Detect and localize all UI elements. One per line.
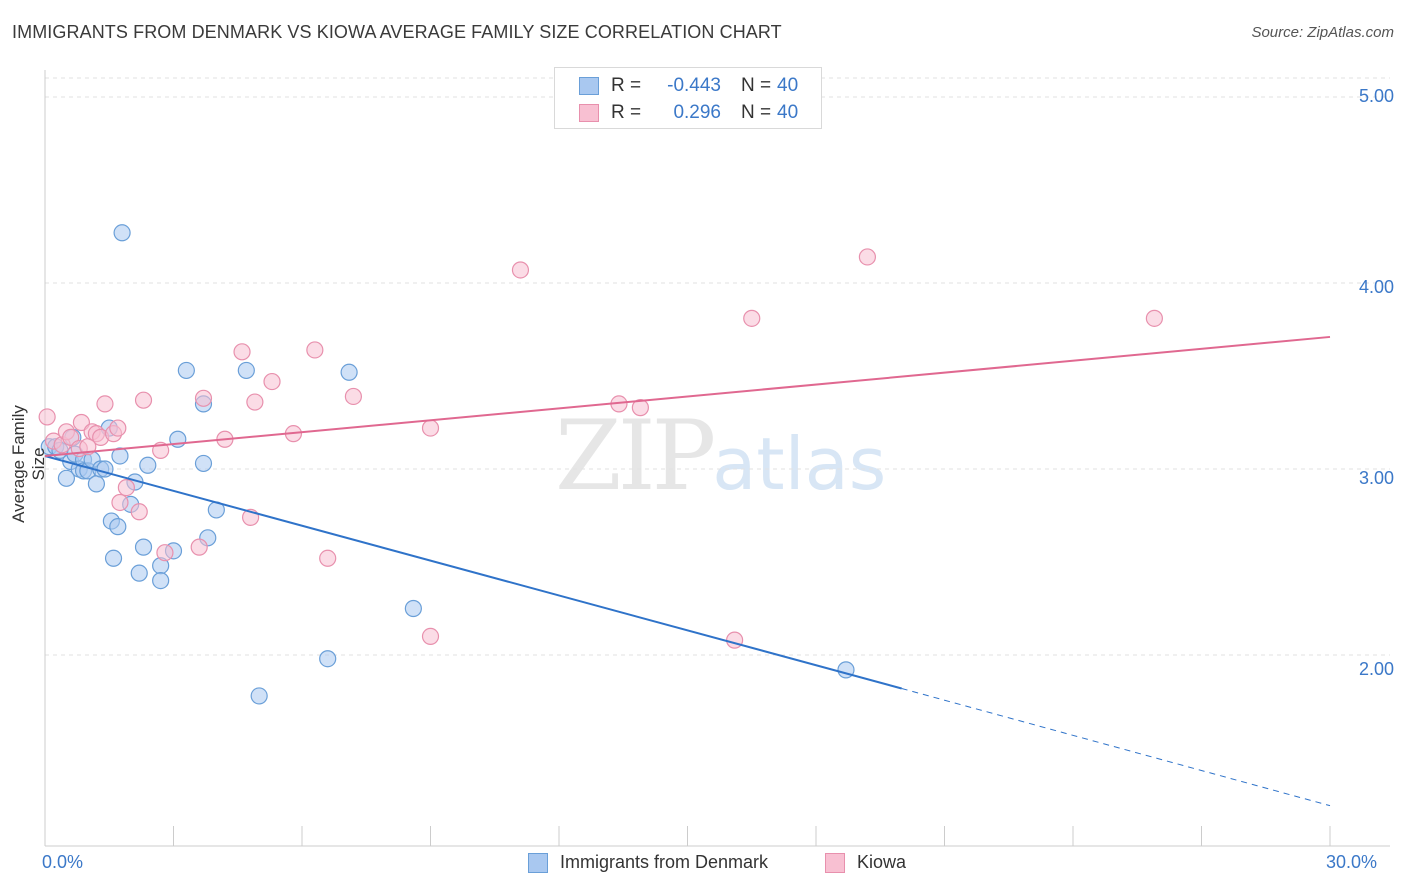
y-tick-label-4: 4.00	[1358, 277, 1394, 297]
point-denmark-24	[134, 538, 153, 556]
r-value: -0.443	[667, 75, 721, 96]
legend-stats: R = -0.443 N = 40 R = 0.296 N = 40	[554, 67, 822, 129]
x-tick-label-min: 0.0%	[42, 852, 84, 872]
y-tick-label-5: 5.00	[1358, 86, 1394, 106]
legend-swatch-denmark	[579, 77, 599, 95]
point-denmark-12	[87, 475, 106, 493]
point-kiowa-35	[631, 399, 649, 417]
point-kiowa-17	[134, 391, 153, 409]
point-denmark-37	[319, 650, 337, 668]
legend-series: Immigrants from Denmark Kiowa	[0, 852, 1406, 876]
point-kiowa-19	[156, 544, 174, 562]
trend-line-denmark	[44, 455, 902, 690]
trend-line-kiowa	[44, 335, 1331, 457]
point-denmark-19	[111, 447, 129, 465]
point-kiowa-15	[117, 479, 135, 497]
y-axis-title: Average Family Size	[9, 405, 48, 523]
watermark-zip: ZIP	[555, 400, 716, 512]
point-kiowa-13	[109, 419, 127, 437]
point-denmark-23	[130, 564, 148, 582]
watermark: ZIPatlas	[555, 400, 886, 512]
r-label: R =	[611, 102, 642, 123]
point-kiowa-37	[743, 309, 761, 327]
legend-stats-row-denmark: R = -0.443 N = 40	[579, 74, 798, 98]
point-kiowa-11	[96, 395, 114, 413]
point-denmark-35	[237, 361, 255, 380]
point-denmark-20	[113, 224, 131, 242]
legend-item-kiowa: Kiowa	[825, 852, 906, 873]
trend-line-extension-denmark	[901, 687, 1331, 807]
n-value: 40	[777, 102, 799, 123]
point-denmark-27	[152, 571, 170, 590]
point-kiowa-20	[190, 538, 208, 556]
point-kiowa-30	[344, 387, 362, 406]
point-kiowa-32	[421, 627, 440, 646]
legend-stats-row-kiowa: R = 0.296 N = 40	[579, 101, 798, 125]
n-label: N =	[741, 102, 772, 123]
point-kiowa-25	[246, 393, 264, 411]
point-denmark-30	[177, 361, 195, 380]
legend-swatch-kiowa	[825, 852, 845, 873]
n-value: 40	[777, 75, 799, 96]
legend-label-denmark: Immigrants from Denmark	[560, 852, 769, 872]
point-kiowa-31	[421, 419, 440, 437]
point-kiowa-39	[1145, 309, 1163, 327]
legend-swatch-denmark	[528, 852, 548, 873]
point-kiowa-14	[111, 493, 129, 512]
point-kiowa-33	[511, 261, 530, 279]
point-denmark-25	[139, 456, 157, 474]
point-kiowa-26	[263, 372, 281, 391]
watermark-atlas: atlas	[712, 422, 887, 506]
y-tick-label-3: 3.00	[1358, 468, 1394, 488]
point-denmark-39	[404, 599, 422, 618]
n-label: N =	[741, 75, 772, 96]
point-kiowa-36	[726, 631, 744, 649]
source-note: Source: ZipAtlas.com	[1251, 24, 1394, 41]
legend-swatch-kiowa	[579, 104, 599, 122]
point-denmark-18	[109, 518, 127, 536]
r-label: R =	[611, 75, 642, 96]
point-kiowa-38	[858, 248, 877, 266]
point-denmark-17	[104, 549, 123, 567]
point-kiowa-28	[306, 341, 324, 359]
point-kiowa-29	[319, 549, 337, 567]
legend-item-denmark: Immigrants from Denmark	[528, 852, 768, 873]
point-kiowa-21	[194, 389, 213, 407]
legend-label-kiowa: Kiowa	[857, 852, 907, 872]
chart-title: IMMIGRANTS FROM DENMARK VS KIOWA AVERAGE…	[12, 22, 782, 42]
y-tick-label-2: 2.00	[1358, 659, 1394, 679]
x-tick-label-max: 30.0%	[1326, 852, 1378, 872]
point-kiowa-16	[130, 503, 148, 521]
point-denmark-36	[250, 687, 268, 705]
point-denmark-38	[340, 363, 358, 381]
point-denmark-3	[57, 469, 76, 487]
r-value: 0.296	[673, 102, 721, 123]
point-kiowa-23	[233, 343, 251, 361]
point-kiowa-0	[38, 408, 56, 426]
point-denmark-32	[194, 454, 213, 473]
